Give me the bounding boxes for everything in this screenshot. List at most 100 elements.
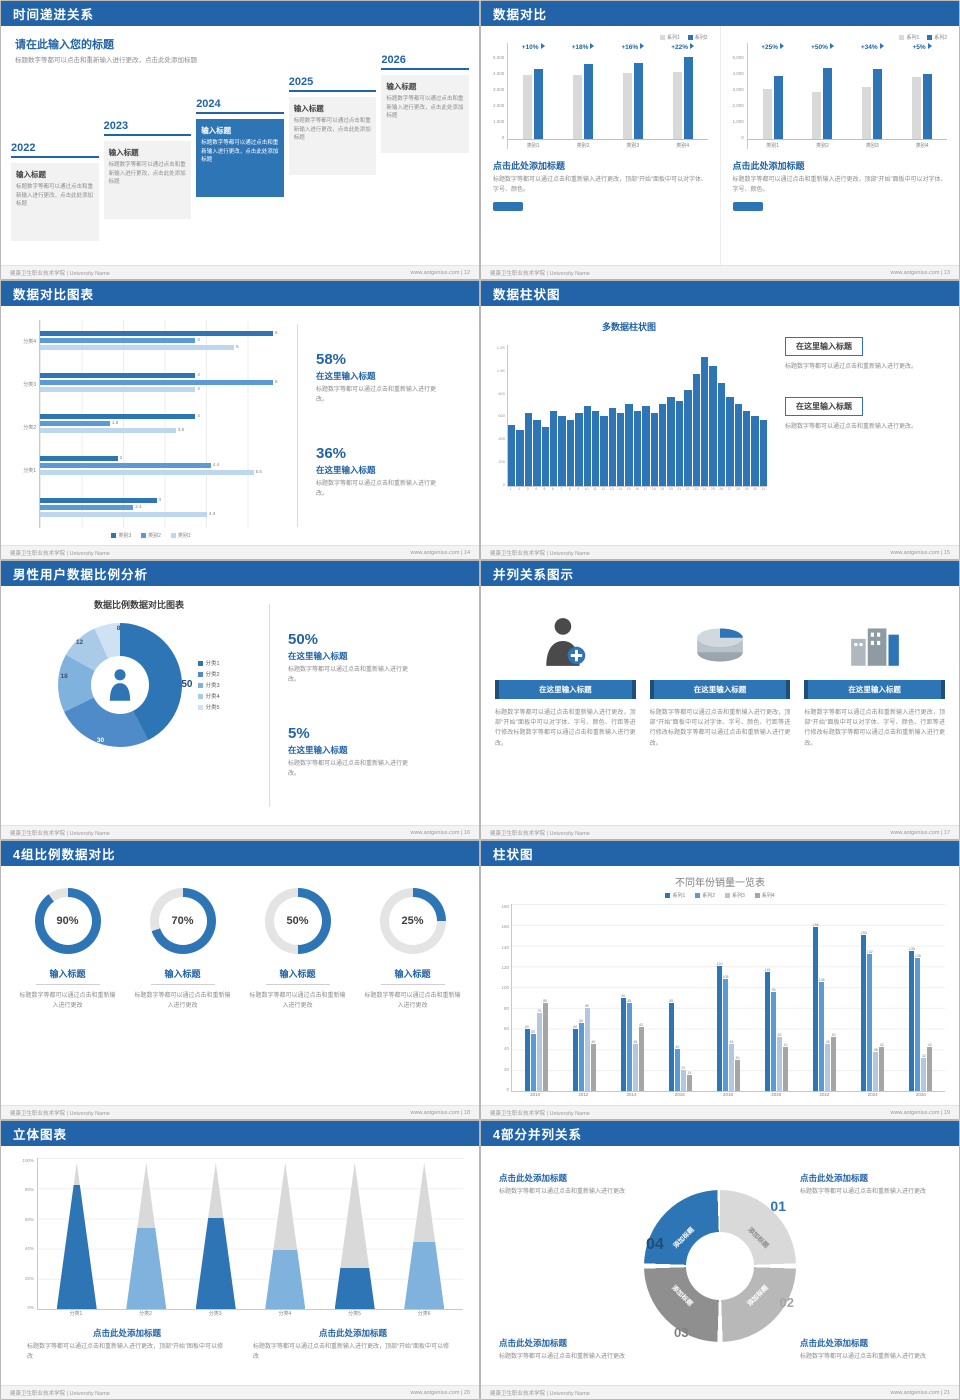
bar-group: 115 95 52 42 [753,904,801,1091]
y-tick: 400 [498,436,505,442]
box-body: 标题数字等都可以通过点击和重新输入进行更改。 [785,364,918,370]
legend-text: 分类1 [205,661,220,667]
ring-title: 输入标题 [279,969,316,979]
legend-text: 分类2 [205,672,220,678]
category-label: 分类3 [23,382,36,388]
category-label: 类别4 [915,143,929,149]
chart-legend: 系列1 系列2 [733,34,947,41]
x-axis: 分类1 分类2 分类3 分类4 分类5 分类6 [37,1310,463,1319]
percent-label: +34% [847,43,897,55]
stat-percent: 58% [316,351,347,369]
category-label: 分类1 [23,468,36,474]
series1-bar [762,88,772,139]
section-heading: 请在此输入您的标题 标题数字等都可以点击和重新输入进行更改，点击此处添加标题 [15,36,205,66]
x-tick: 28 [736,487,741,491]
plot-area [37,1158,463,1310]
ring-body: 标题数字等都可以通过点击和重新输入进行更改 [19,993,116,1010]
category-label: 类别1 [766,143,780,149]
male-person-icon [110,669,131,701]
slide-title: 立体图表 [13,1128,68,1142]
timeline-step: 2022 输入标题 标题数字等都可以通过点击和重新输入进行更改，点击此处添加标题 [11,142,99,241]
item-title-button: 在这里输入标题 [495,680,636,699]
bar: 4 [40,413,200,420]
y-tick: 2,000 [732,103,744,108]
slide-title: 时间递进关系 [13,8,95,22]
slide-footer: 健康卫生职业技术学院 | University Name www.aotgeni… [1,1105,479,1119]
bar: 6 [40,330,278,337]
series2-bar [633,63,643,139]
slide-parallel-items[interactable]: 并列关系图示 在这里输入标题 标题数字等都可以通过点击和重新输入进行更改，顶部“… [481,561,959,839]
bar: 85 [626,999,632,1091]
progress-ring: 90% [34,888,101,954]
value-label: 85 [627,998,632,1003]
card-title: 输入标题 [386,82,417,91]
bar-group: +18% 类别2 [558,43,608,149]
bar [700,356,709,486]
bar-group: 3 2.4 4.3 [40,497,273,517]
footer-page: www.aotgenius.com | 13 [890,269,950,276]
slide-donut-analysis[interactable]: 男性用户数据比例分析 数据比例数据对比图表 50 30 [1,561,479,839]
series2-bar [683,57,693,139]
footer-school: 健康卫生职业技术学院 | University Name [490,1110,590,1117]
caption-body: 标题数字等都可以通过点击和重新输入进行更改，顶部“开始”面板中可以对字体、字号、… [493,177,707,193]
category-label: 类别4 [676,143,689,149]
slide-content: 数据比例数据对比图表 50 30 18 12 [1,586,479,825]
slide-title-bar: 立体图表 [1,1121,479,1146]
bars [747,55,798,140]
slide-title: 4部分并列关系 [493,1128,582,1142]
series1-bar [523,75,533,139]
bar: 85 [668,999,674,1091]
footer-school: 健康卫生职业技术学院 | University Name [490,550,590,557]
y-tick: 3,000 [732,87,744,92]
legend-text: 系列1 [672,893,686,899]
category-label: 分类6 [417,1311,431,1317]
slide-four-rings[interactable]: 4组比例数据对比 90% 输入标题 标题数字等都可以通过点击和重新输入进行更改 … [1,841,479,1119]
y-axis: 180 160 140 120 100 80 60 40 20 0 [495,904,511,1101]
bar: 150 [861,931,867,1091]
bar [533,420,541,486]
ring-percent-text: 70% [171,915,194,927]
footer-page: www.aotgenius.com | 18 [410,1109,470,1116]
slide-title-bar: 男性用户数据比例分析 [1,561,479,586]
bar [692,374,700,486]
bar: 115 [765,968,770,1091]
bar-group: 120 108 45 30 [704,904,752,1091]
bar: 3 [40,497,161,503]
category-label: 2020 [771,1092,782,1097]
x-tick: 24 [702,487,707,491]
bar-group: +25% 类别1 [747,43,798,149]
bar: 38 [873,1048,879,1091]
ring-title: 输入标题 [164,969,201,979]
slide-title-bar: 4组比例数据对比 [1,841,479,866]
legend-item: 分类5 [198,703,220,711]
slide-hbar-chart[interactable]: 数据对比图表 分类4 分类3 分类2 分类1 6 4 5 4 6 4 4 1.8 3.5 2 4.4 5.5 3… [1,281,479,559]
legend-swatch [754,893,760,898]
ring-percent: 50% [273,897,322,945]
x-tick: 1 [509,487,512,491]
hbar-chart-area: 分类4 分类3 分类2 分类1 6 4 5 4 6 4 4 1.8 3.5 2 4.4 5.5 3 2.4 4.3 … [1,306,297,545]
parallel-item: 在这里输入标题 标题数字等都可以通过点击和重新输入进行更改，顶部“开始”面板中可… [495,604,636,819]
card-body: 标题数字等都可以通过点击和重新输入进行更改，点击此处添加标题 [16,184,94,208]
slide-grouped-columns[interactable]: 柱状图 不同年份销量一览表 系列1 系列2 系列3 系列4 180 160 140 120 1… [481,841,959,1119]
progress-ring: 70% [149,888,216,954]
title-box: 在这里输入标题 标题数字等都可以通过点击和重新输入进行更改。 [785,396,943,432]
slide-data-compare[interactable]: 数据对比 系列1 系列2 5,000 4,000 3,000 2,000 1,000 0 +1… [481,1,959,279]
value-label: 4 [197,371,200,377]
bar: 45 [728,1040,734,1091]
slide-dense-bars[interactable]: 数据柱状图 多数据柱状图 1.2K 1.0K 800 600 400 200 0 1 2 3 4 5 6… [481,281,959,559]
legend-item: 系列4 [754,892,775,899]
corner-block: 点击此处添加标题 标题数字等都可以通过点击和重新输入进行更改 [499,1337,644,1363]
x-tick: 11 [593,487,597,491]
x-tick: 15 [626,487,631,491]
slide-timeline[interactable]: 时间递进关系 请在此输入您的标题 标题数字等都可以点击和重新输入进行更改，点击此… [1,1,479,279]
stat-body: 标题数字等都可以通过点击和重新输入进行更改。 [316,480,437,497]
x-tick: 23 [694,487,698,491]
category-label: 分类4 [278,1311,292,1317]
slide-four-parts[interactable]: 4部分并列关系 点击此处添加标题 标题数字等都可以通过点击和重新输入进行更改 点… [481,1121,959,1399]
value-label: 4 [197,385,200,391]
slide-cone-chart[interactable]: 立体图表 100% 80% 60% 40% 20% 0% 分类1 分类2 分类3 分类4 分类5 分类… [1,1121,479,1399]
bars [797,55,848,140]
block-body: 标题数字等都可以通过点击和重新输入进行更改 [800,1189,927,1195]
bar-group: +50% 类别2 [797,43,848,149]
cone-wrap [112,1158,182,1309]
